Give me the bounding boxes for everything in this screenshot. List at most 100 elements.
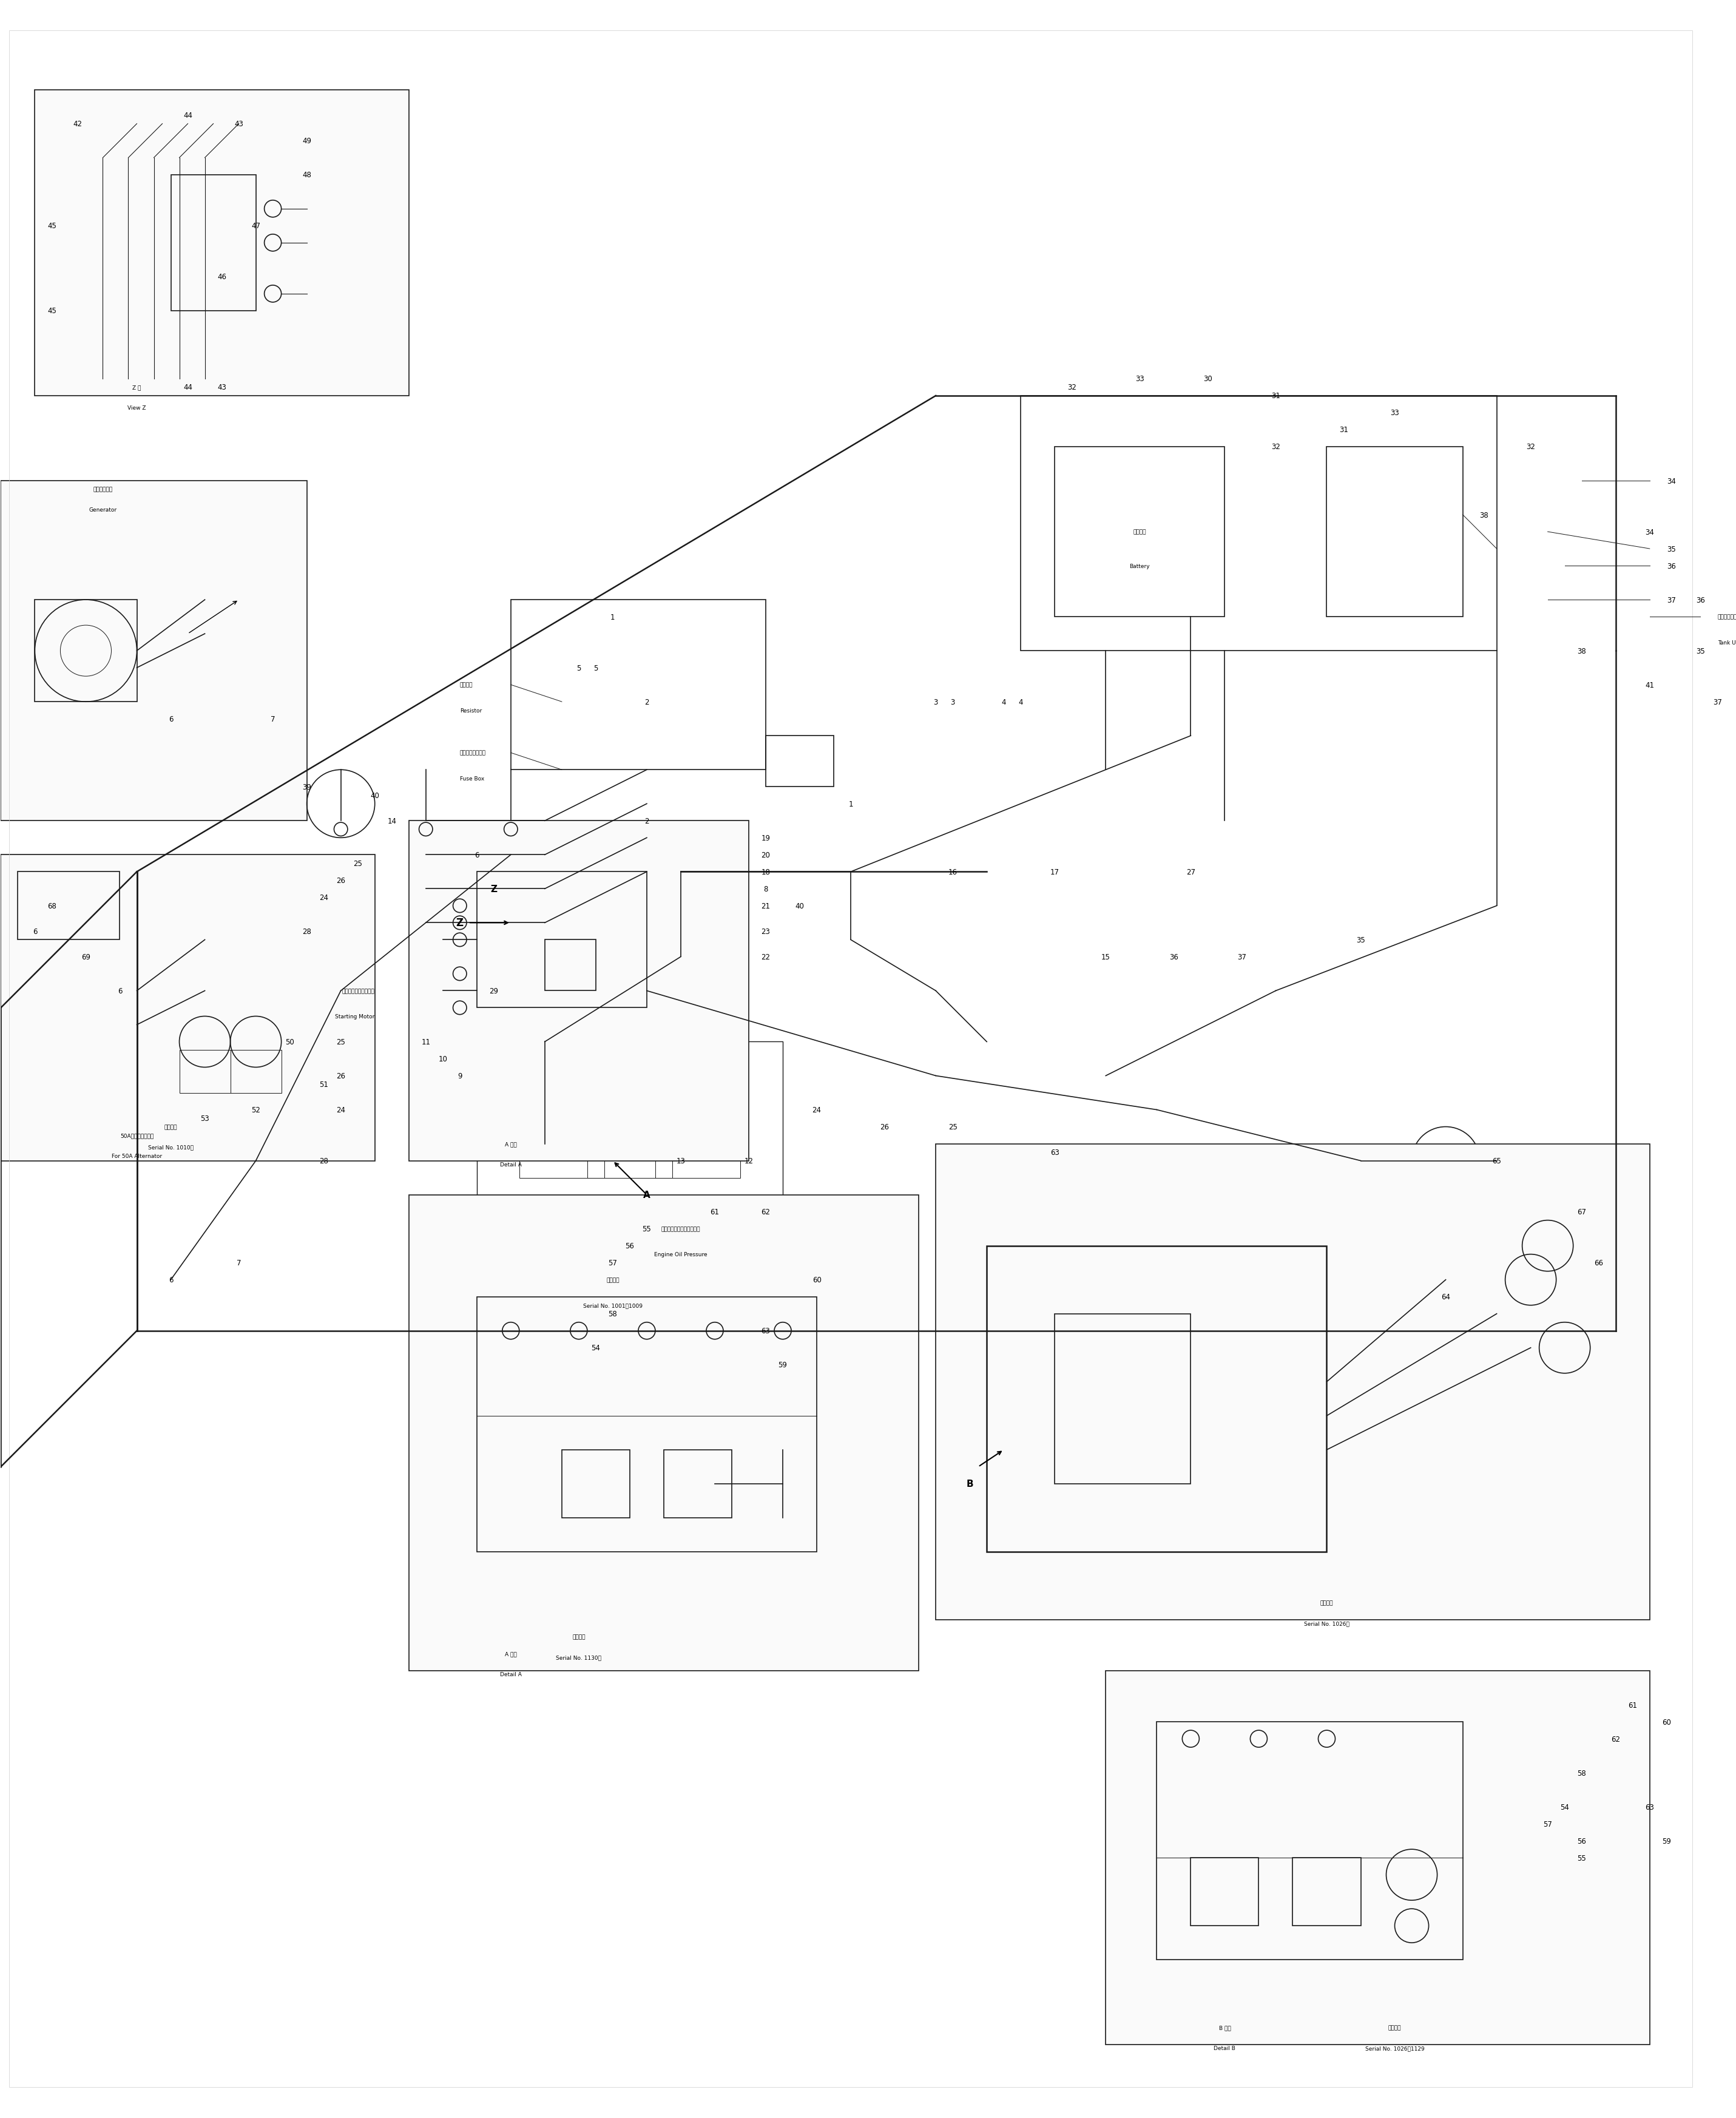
Text: Starting Motor: Starting Motor [335,1015,375,1019]
Text: 53: 53 [200,1114,210,1123]
Text: 22: 22 [760,953,771,962]
Text: 26: 26 [337,1072,345,1080]
Text: タンクユニット: タンクユニット [1717,614,1736,621]
Text: 4: 4 [1019,699,1023,705]
Text: 45: 45 [47,307,56,316]
Text: 69: 69 [82,953,90,962]
Text: ジェネレータ: ジェネレータ [94,487,113,491]
Bar [477,873,648,1008]
Text: スターティングモータ: スターティングモータ [342,989,375,993]
Text: 37: 37 [1238,953,1246,962]
Text: 24: 24 [812,1106,821,1114]
Text: 11: 11 [422,1038,431,1046]
Text: 35: 35 [1667,544,1675,553]
Text: 51: 51 [319,1080,328,1089]
Text: Detail A: Detail A [500,1671,523,1677]
Bar [35,599,137,701]
Text: 59: 59 [778,1362,788,1368]
Text: 46: 46 [217,273,226,282]
Text: Serial No. 1026～1129: Serial No. 1026～1129 [1364,2046,1424,2050]
Bar [1021,396,1496,650]
Text: Z: Z [457,917,464,928]
Text: 59: 59 [1661,1836,1672,1845]
Bar [587,1127,672,1178]
Text: 19: 19 [760,834,771,843]
Text: 35: 35 [1696,648,1705,654]
Text: 65: 65 [1493,1156,1502,1165]
Text: 1: 1 [849,801,852,807]
Bar [35,91,408,396]
Bar [231,1051,281,1093]
Bar [1055,447,1224,616]
Text: 6: 6 [474,851,479,860]
Text: 38: 38 [1479,510,1489,519]
Text: 63: 63 [1646,1802,1654,1811]
Text: 34: 34 [1667,477,1675,485]
Text: 30: 30 [1203,375,1212,383]
Bar [408,822,748,1161]
Text: Detail A: Detail A [500,1161,523,1167]
Text: 21: 21 [760,902,771,911]
Text: 37: 37 [1713,699,1722,705]
Text: Tank Unit: Tank Unit [1717,640,1736,646]
Text: 32: 32 [1526,443,1535,451]
Text: 27: 27 [1186,868,1196,877]
Text: 31: 31 [1338,426,1349,434]
Text: 適用号機: 適用号機 [1319,1601,1333,1605]
Bar [179,1051,231,1093]
Text: Engine Oil Pressure: Engine Oil Pressure [654,1252,707,1258]
Text: 63: 63 [1050,1148,1059,1156]
Text: 32: 32 [1271,443,1279,451]
Text: 3: 3 [934,699,937,705]
Text: 6: 6 [118,987,122,995]
Text: 36: 36 [1170,953,1179,962]
Bar [936,1144,1649,1620]
Bar [654,1127,740,1178]
Text: 29: 29 [490,987,498,995]
Text: 26: 26 [880,1123,889,1131]
Text: Serial No. 1001～1009: Serial No. 1001～1009 [583,1303,642,1309]
Text: 36: 36 [1667,561,1675,570]
Text: 13: 13 [677,1156,686,1165]
Text: 28: 28 [302,928,311,936]
Text: 8: 8 [764,885,767,894]
Text: 5: 5 [594,665,597,671]
Text: 57: 57 [1543,1819,1552,1828]
Text: Serial No. 1026～: Serial No. 1026～ [1304,1620,1349,1627]
Text: 47: 47 [252,222,260,231]
Text: 7: 7 [236,1258,241,1267]
Text: 43: 43 [234,121,243,129]
Text: 15: 15 [1101,953,1111,962]
Text: A: A [644,1190,651,1199]
Text: 48: 48 [302,172,311,180]
Text: 62: 62 [1611,1735,1620,1743]
Text: A 詳細: A 詳細 [505,1652,517,1656]
Bar [1191,1857,1259,1925]
Text: Generator: Generator [89,508,116,513]
Bar [1326,447,1463,616]
Text: 5: 5 [576,665,582,671]
Text: 37: 37 [1667,595,1675,604]
Text: 44: 44 [184,112,193,119]
Text: 58: 58 [608,1311,618,1317]
Text: 33: 33 [1391,409,1399,417]
Text: 1: 1 [611,612,615,621]
Text: 24: 24 [337,1106,345,1114]
Text: 適用号機: 適用号機 [606,1277,620,1284]
Text: バッテリ: バッテリ [1134,530,1146,536]
Text: 67: 67 [1576,1207,1587,1216]
Text: 適用号機: 適用号機 [1389,2025,1401,2031]
Text: Battery: Battery [1130,563,1149,570]
Text: 25: 25 [337,1038,345,1046]
Text: 31: 31 [1271,392,1279,400]
Text: 34: 34 [1646,527,1654,536]
Bar [986,1245,1326,1552]
Text: 64: 64 [1441,1292,1450,1300]
Text: Serial No. 1010～: Serial No. 1010～ [148,1144,194,1150]
Bar [0,481,307,822]
Text: 24: 24 [319,894,328,902]
Text: 60: 60 [1661,1718,1672,1726]
Text: 20: 20 [762,851,771,860]
Text: 9: 9 [458,1072,462,1080]
Text: 7: 7 [271,716,274,722]
